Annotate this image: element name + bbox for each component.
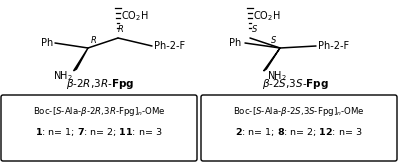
- Text: $R$: $R$: [90, 34, 97, 45]
- Text: $\mathbf{1}$: n= 1; $\mathbf{7}$: n= 2; $\mathbf{11}$: n= 3: $\mathbf{1}$: n= 1; $\mathbf{7}$: n= 2; …: [35, 126, 163, 138]
- Text: Boc-[$S$-Ala-$\beta$-2$S$,3$S$-Fpg]$_n$-OMe: Boc-[$S$-Ala-$\beta$-2$S$,3$S$-Fpg]$_n$-…: [233, 104, 365, 118]
- Text: $R$: $R$: [117, 23, 124, 34]
- Text: $\beta$-2$R$,3$R$-$\mathbf{Fpg}$: $\beta$-2$R$,3$R$-$\mathbf{Fpg}$: [66, 77, 134, 91]
- Text: Ph-2-F: Ph-2-F: [154, 41, 185, 51]
- Text: $S$: $S$: [270, 34, 277, 45]
- Text: NH$_2$: NH$_2$: [53, 69, 73, 83]
- Text: $\beta$-2$S$,3$S$-$\mathbf{Fpg}$: $\beta$-2$S$,3$S$-$\mathbf{Fpg}$: [262, 77, 328, 91]
- FancyBboxPatch shape: [1, 95, 197, 161]
- Text: CO$_2$H: CO$_2$H: [253, 9, 281, 23]
- Text: Ph: Ph: [229, 38, 241, 48]
- Polygon shape: [264, 48, 280, 71]
- Text: Boc-[$S$-Ala-$\beta$-2$R$,3$R$-Fpg]$_n$-OMe: Boc-[$S$-Ala-$\beta$-2$R$,3$R$-Fpg]$_n$-…: [33, 104, 165, 118]
- Text: CO$_2$H: CO$_2$H: [121, 9, 149, 23]
- Text: $\mathbf{2}$: n= 1; $\mathbf{8}$: n= 2; $\mathbf{12}$: n= 3: $\mathbf{2}$: n= 1; $\mathbf{8}$: n= 2; …: [235, 126, 363, 138]
- Text: $S$: $S$: [251, 23, 258, 34]
- Text: NH$_2$: NH$_2$: [267, 69, 287, 83]
- Text: Ph-2-F: Ph-2-F: [318, 41, 349, 51]
- Polygon shape: [74, 48, 88, 71]
- FancyBboxPatch shape: [201, 95, 397, 161]
- Text: Ph: Ph: [41, 38, 53, 48]
